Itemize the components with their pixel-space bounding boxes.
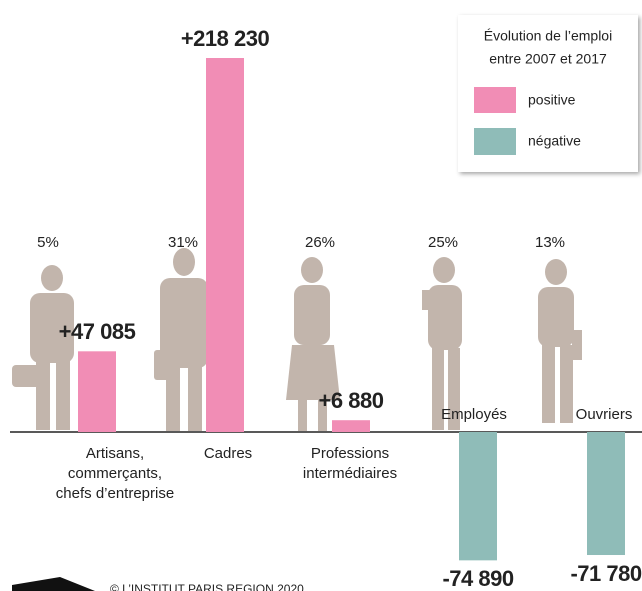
bar	[459, 432, 497, 561]
bar	[206, 58, 244, 432]
category-label: chefs d’entreprise	[56, 485, 174, 502]
legend-label: négative	[528, 133, 581, 149]
bar	[78, 351, 116, 432]
bar	[332, 420, 370, 432]
legend: Évolution de l’emploi entre 2007 et 2017…	[458, 15, 638, 172]
share-label: 26%	[305, 234, 335, 251]
category-label: Ouvriers	[576, 406, 633, 423]
category-label: Cadres	[204, 445, 252, 462]
logo	[12, 577, 95, 591]
category-label: Artisans,	[86, 445, 144, 462]
category-label: intermédiaires	[303, 465, 397, 482]
share-label: 13%	[535, 234, 565, 251]
value-label: +218 230	[181, 26, 270, 51]
legend-title: Évolution de l’emploi	[484, 28, 612, 44]
bar	[587, 432, 625, 556]
share-label: 5%	[37, 234, 59, 251]
legend-swatch	[474, 128, 516, 155]
value-label: +47 085	[59, 319, 136, 344]
legend-title: entre 2007 et 2017	[489, 51, 607, 67]
category-label: Professions	[311, 445, 389, 462]
category-label: commerçants,	[68, 465, 162, 482]
category-label: Employés	[441, 406, 507, 423]
value-label: -71 780	[570, 561, 641, 586]
silhouettes	[12, 248, 582, 431]
value-label: -74 890	[442, 566, 513, 591]
legend-label: positive	[528, 92, 576, 108]
legend-swatch	[474, 87, 516, 113]
share-label: 31%	[168, 234, 198, 251]
share-label: 25%	[428, 234, 458, 251]
value-label: +6 880	[319, 388, 384, 413]
source: © L’INSTITUT PARIS REGION 2020	[110, 582, 304, 591]
